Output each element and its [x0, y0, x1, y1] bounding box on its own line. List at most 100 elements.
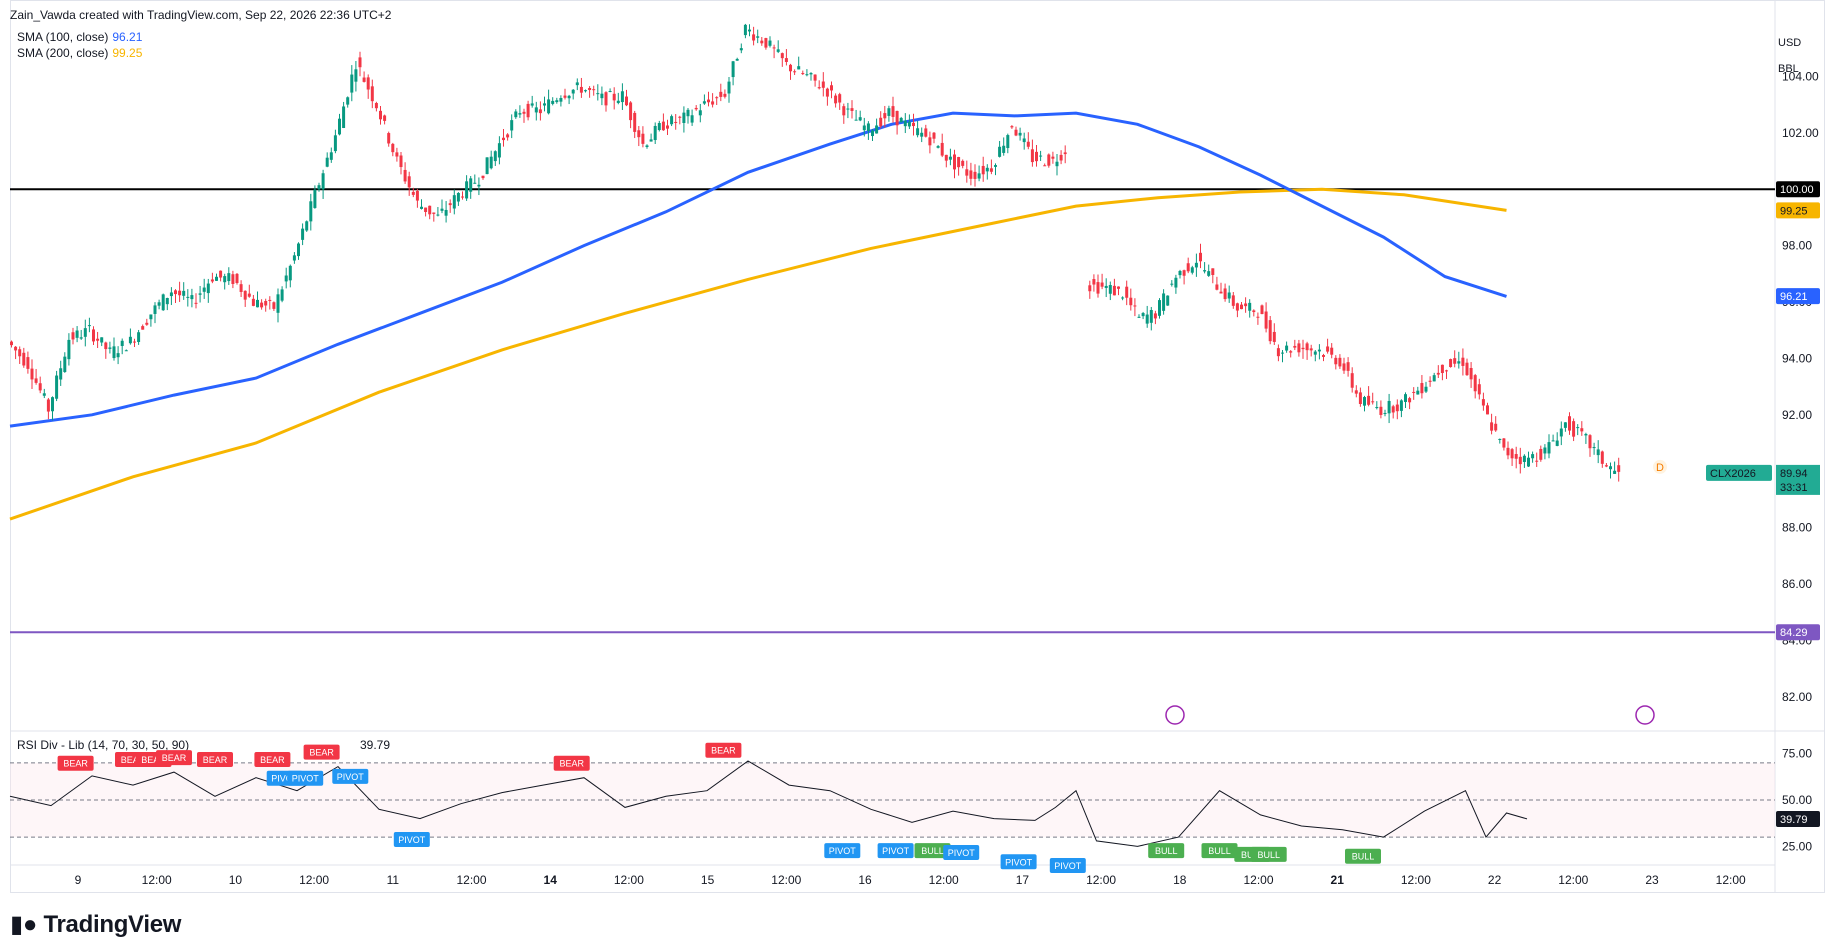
candle-body — [985, 167, 989, 172]
candle-body — [1486, 405, 1489, 415]
rsi-marker-label: PIVOT — [829, 846, 857, 856]
candle-body — [784, 58, 788, 62]
lightning-event-icon[interactable] — [1635, 705, 1655, 725]
candle-body — [518, 113, 522, 115]
candle-body — [120, 340, 124, 346]
rsi-marker-bull[interactable] — [1148, 843, 1185, 859]
tradingview-logo[interactable]: ▮● TradingView — [10, 910, 181, 939]
candle-body — [711, 101, 715, 105]
candle-body — [1297, 343, 1301, 353]
candle-body — [1256, 316, 1260, 318]
candle-body — [1440, 364, 1444, 374]
candle-body — [616, 100, 620, 103]
rsi-marker-bull[interactable] — [1345, 848, 1381, 864]
candle-body — [592, 89, 596, 91]
support-price-tag: 100.00 — [1780, 184, 1814, 196]
candle-body — [596, 93, 600, 95]
time-tick-label: 22 — [1488, 873, 1502, 887]
candle-body — [1117, 286, 1120, 289]
candle-body — [1240, 304, 1243, 310]
rsi-title-label: RSI Div - Lib (14, 70, 30, 50, 90) — [17, 738, 189, 752]
candle-body — [973, 171, 977, 179]
candle-body — [1436, 372, 1440, 375]
candle-body — [1387, 400, 1391, 414]
rsi-marker-bull[interactable] — [1250, 846, 1287, 862]
candle-body — [247, 293, 251, 297]
candle-body — [75, 330, 79, 338]
sma100-legend[interactable]: SMA (100, close) 96.21 — [17, 30, 142, 44]
candle-body — [1010, 126, 1014, 128]
candle-body — [153, 305, 157, 314]
candle-body — [124, 350, 128, 352]
rsi-line[interactable] — [9, 760, 1528, 847]
candle-body — [26, 357, 30, 369]
unit-label[interactable]: BBL — [1778, 63, 1799, 75]
candle-body — [780, 53, 784, 59]
candle-body — [1527, 457, 1530, 467]
candle-body — [1461, 357, 1465, 366]
candle-body — [866, 123, 870, 131]
rsi-marker-bear[interactable] — [197, 752, 233, 767]
candle-body — [1006, 135, 1010, 149]
rsi-marker-bull[interactable] — [914, 843, 951, 859]
candle-body — [604, 92, 608, 106]
candle-body — [1502, 438, 1506, 448]
rsi-marker-bear[interactable] — [553, 755, 590, 771]
rsi-marker-pivot[interactable] — [332, 768, 369, 784]
candle-body — [686, 109, 690, 117]
arrow-event-icon[interactable] — [1165, 705, 1185, 725]
candle-body — [63, 356, 67, 372]
rsi-marker-pivot[interactable] — [1049, 858, 1086, 873]
candle-body — [1555, 440, 1559, 446]
time-tick-label: 12:00 — [142, 873, 172, 887]
dividend-marker-icon[interactable] — [1653, 459, 1667, 474]
candle-body — [1379, 406, 1383, 415]
rsi-marker-pivot[interactable] — [393, 832, 430, 847]
time-tick-label: 18 — [1173, 873, 1187, 887]
candle-body — [830, 85, 833, 91]
rsi-marker-label: PIVOT — [271, 774, 299, 784]
candle-body — [1100, 282, 1104, 287]
candle-body — [928, 137, 932, 146]
sma100-line[interactable] — [9, 111, 1507, 428]
candle-body — [469, 178, 473, 192]
candle-body — [477, 184, 481, 187]
candle-body — [14, 346, 18, 351]
candle-body — [497, 143, 501, 158]
candle-body — [379, 110, 382, 120]
candle-body — [1063, 152, 1067, 155]
rsi-marker-pivot[interactable] — [943, 845, 980, 860]
rsi-marker-pivot[interactable] — [1000, 854, 1037, 870]
rsi-title-value: 39.79 — [360, 738, 390, 752]
candle-body — [51, 397, 54, 412]
rsi-marker-bear[interactable] — [57, 755, 94, 771]
currency-label[interactable]: USD — [1778, 37, 1802, 49]
candle-body — [629, 102, 633, 121]
candle-body — [42, 393, 46, 396]
rsi-marker-bear[interactable] — [254, 752, 291, 767]
price-tick-label: 88.00 — [1782, 521, 1812, 535]
rsi-marker-bull[interactable] — [1201, 843, 1238, 859]
sma200-legend[interactable]: SMA (200, close) 99.25 — [17, 46, 142, 60]
rsi-marker-pivot[interactable] — [287, 770, 324, 786]
candle-body — [1584, 433, 1588, 436]
rsi-marker-label: BULL — [1257, 850, 1280, 860]
candle-body — [1121, 297, 1125, 299]
candle-body — [1432, 375, 1436, 382]
rsi-marker-bear[interactable] — [705, 742, 742, 758]
candle-body — [1334, 357, 1338, 365]
candle-body — [1510, 449, 1514, 459]
rsi-marker-pivot[interactable] — [824, 843, 861, 859]
candle-body — [1047, 154, 1051, 166]
candle-body — [756, 36, 760, 38]
rsi-marker-bear[interactable] — [303, 744, 340, 760]
candle-body — [559, 98, 563, 102]
candle-body — [1043, 165, 1047, 167]
candle-body — [456, 193, 460, 202]
candle-body — [493, 151, 497, 162]
rsi-marker-pivot[interactable] — [877, 843, 914, 859]
rsi-marker-bear[interactable] — [156, 750, 192, 766]
sma200-line[interactable] — [9, 187, 1507, 521]
candle-body — [251, 298, 255, 306]
